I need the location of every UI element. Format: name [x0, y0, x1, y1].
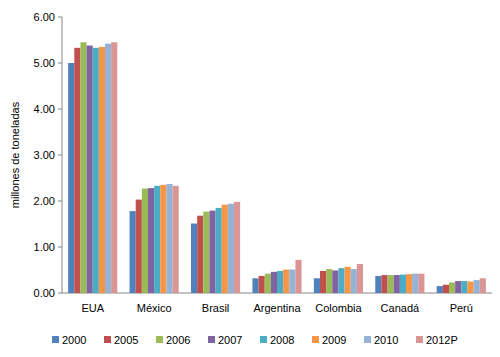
x-tick-label: Brasil	[202, 302, 230, 314]
bar	[154, 186, 160, 293]
legend-label: 2008	[270, 334, 294, 346]
y-tick-label: 5.00	[34, 57, 55, 69]
bar	[105, 44, 111, 293]
bar	[345, 267, 351, 293]
legend-label: 2009	[322, 334, 346, 346]
bar	[474, 280, 480, 293]
bar	[295, 260, 301, 293]
bar	[265, 274, 271, 293]
legend: 2000 2005 2006 2007 2008 2009 2010 2012P	[52, 334, 458, 346]
bar	[203, 212, 209, 293]
bar	[332, 270, 338, 293]
bar	[228, 204, 234, 293]
legend-label: 2007	[218, 334, 242, 346]
bar	[443, 285, 449, 293]
bar	[93, 48, 99, 293]
y-tick	[58, 201, 62, 202]
y-tick	[58, 109, 62, 110]
x-tick-label: Canadá	[381, 302, 420, 314]
y-tick-label: 6.00	[34, 11, 55, 23]
bar	[74, 48, 80, 293]
bar	[375, 276, 381, 293]
bar	[111, 42, 117, 293]
bar	[173, 186, 179, 293]
y-tick-label: 3.00	[34, 149, 55, 161]
legend-label: 2006	[166, 334, 190, 346]
y-tick-label: 1.00	[34, 241, 55, 253]
legend-label: 2012P	[426, 334, 458, 346]
bar	[99, 47, 105, 293]
bar	[394, 275, 400, 293]
y-tick-label: 4.00	[34, 103, 55, 115]
chart: 0.00 1.00 2.00 3.00 4.00 5.00 6.00 millones de …	[0, 0, 500, 357]
bar	[209, 211, 215, 293]
bars	[68, 42, 486, 293]
legend-swatch	[156, 336, 163, 343]
bar	[68, 63, 74, 293]
bar	[148, 188, 154, 293]
bar	[191, 224, 197, 293]
y-tick-label: 2.00	[34, 195, 55, 207]
legend-swatch	[208, 336, 215, 343]
bar	[142, 189, 148, 293]
bar	[283, 270, 289, 293]
y-tick	[58, 247, 62, 248]
bar	[437, 286, 443, 293]
bar	[216, 208, 222, 293]
bar	[80, 42, 86, 293]
bar	[289, 270, 295, 293]
x-tick-label: México	[137, 302, 172, 314]
legend-swatch	[52, 336, 59, 343]
bar	[351, 269, 357, 293]
bar	[338, 268, 344, 293]
bar	[166, 184, 172, 293]
legend-swatch	[364, 336, 371, 343]
bar	[400, 275, 406, 293]
bar	[326, 269, 332, 293]
bar	[461, 281, 467, 293]
bar	[388, 275, 394, 293]
bar	[277, 271, 283, 293]
x-tick-label: Perú	[450, 302, 473, 314]
bar	[357, 264, 363, 293]
bar	[418, 274, 424, 293]
bar	[222, 205, 228, 293]
bar	[449, 282, 455, 293]
bar	[455, 281, 461, 293]
x-tick-label: EUA	[81, 302, 104, 314]
y-tick	[58, 155, 62, 156]
bar	[467, 282, 473, 294]
bar	[130, 211, 136, 293]
y-tick-label: 0.00	[34, 287, 55, 299]
bar	[406, 274, 412, 293]
bar	[412, 274, 418, 293]
legend-swatch	[260, 336, 267, 343]
bar	[320, 271, 326, 293]
legend-swatch	[416, 336, 423, 343]
bar	[271, 272, 277, 293]
bar	[160, 185, 166, 293]
bar	[480, 278, 486, 293]
y-axis	[62, 17, 63, 293]
x-tick-label: Colombia	[315, 302, 362, 314]
y-tick	[58, 63, 62, 64]
legend-swatch	[104, 336, 111, 343]
y-tick	[58, 17, 62, 18]
legend-label: 2000	[62, 334, 86, 346]
legend-label: 2005	[114, 334, 138, 346]
bar	[197, 216, 203, 293]
bar	[259, 276, 265, 293]
bar	[381, 275, 387, 293]
x-tick-label: Argentina	[253, 302, 301, 314]
bar	[252, 278, 258, 293]
legend-label: 2010	[374, 334, 398, 346]
bar	[234, 202, 240, 293]
legend-swatch	[312, 336, 319, 343]
y-axis-label: millones de toneladas	[9, 101, 21, 208]
bar	[87, 46, 93, 293]
bar	[136, 200, 142, 293]
bar	[314, 278, 320, 293]
y-tick	[58, 293, 62, 294]
